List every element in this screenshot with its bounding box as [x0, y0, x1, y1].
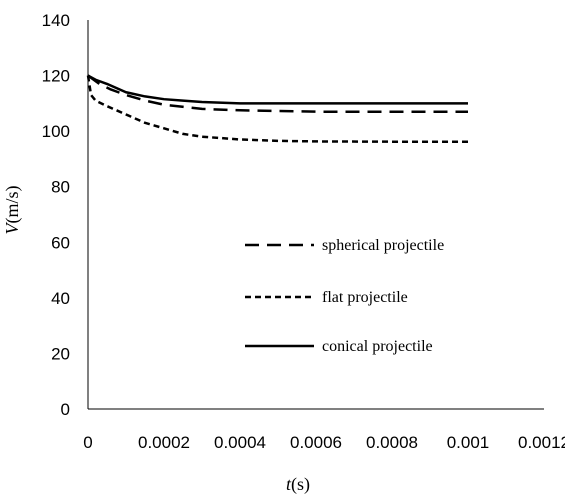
y-tick-label: 80 [51, 178, 70, 197]
series-line-flat-projectile [86, 75, 468, 143]
y-tick-label: 60 [51, 233, 70, 252]
legend-label-spherical-projectile: spherical projectile [322, 237, 444, 254]
x-tick-label: 0.0002 [138, 433, 190, 452]
x-tick-label: 0.0004 [214, 433, 266, 452]
legend-label-conical-projectile: conical projectile [322, 338, 433, 355]
x-tick-labels: 0 0.0002 0.0004 0.0006 0.0008 0.001 0.0012 [83, 433, 565, 452]
x-tick-label: 0 [83, 433, 92, 452]
series-line-conical-projectile [87, 74, 468, 105]
x-tick-label: 0.0012 [518, 433, 565, 452]
axes [87, 20, 544, 410]
y-axis-label: V(m/s) [2, 185, 23, 234]
y-tick-label: 140 [42, 11, 70, 30]
x-tick-label: 0.001 [447, 433, 490, 452]
y-tick-label: 100 [42, 122, 70, 141]
x-tick-label: 0.0006 [290, 433, 342, 452]
legend: spherical projectile flat projectile conic… [245, 237, 444, 355]
y-tick-label: 120 [42, 67, 70, 86]
y-tick-label: 20 [51, 344, 70, 363]
series-line-spherical-projectile [87, 74, 468, 113]
y-tick-labels: 0 20 40 60 80 100 120 140 [42, 11, 70, 419]
y-tick-label: 0 [61, 400, 70, 419]
x-tick-label: 0.0008 [366, 433, 418, 452]
legend-label-flat-projectile: flat projectile [322, 289, 408, 306]
x-axis-label: t(s) [286, 474, 310, 495]
series-lines [86, 74, 468, 143]
y-tick-label: 40 [51, 289, 70, 308]
